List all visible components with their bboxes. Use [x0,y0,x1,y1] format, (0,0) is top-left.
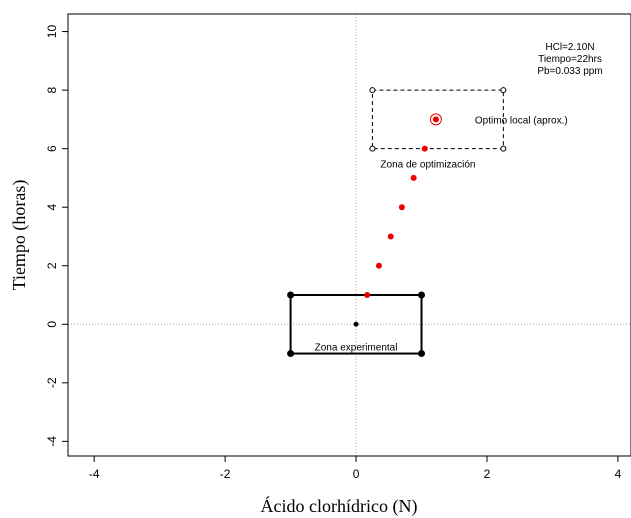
optimum-ring [429,113,442,126]
zone-experimental-corner [418,291,426,299]
annotations-layer: Zona experimental Zona de optimización O… [315,42,603,354]
path-point [398,204,405,211]
x-axis: -4 -2 0 2 4 [89,455,622,481]
zone-optimizacion-corner [500,87,507,94]
path-point [421,145,428,152]
plot-frame [67,13,631,457]
zone-experimental-rect [289,294,423,355]
y-tick-label: 6 [45,145,59,152]
x-axis-title: Ácido clorhídrico (N) [261,495,418,517]
y-axis: -4 -2 0 2 4 6 8 10 [45,25,69,447]
y-tick-label: -2 [45,377,59,388]
zone-experimental-corner [287,291,295,299]
x-tick-label: -4 [89,467,100,481]
reference-lines [68,14,631,456]
zone-experimental-corner [418,350,426,358]
zone-optimizacion-corner [500,145,507,152]
zone-optimizacion-rect [371,89,504,150]
center-point [353,321,359,327]
y-tick-label: 0 [45,321,59,328]
path-point [387,233,394,240]
zones-layer [287,87,507,358]
y-tick-label: 8 [45,86,59,93]
zone-optimizacion-corner [369,87,376,94]
y-tick-label: 2 [45,262,59,269]
zone-experimental-label: Zona experimental [315,343,398,354]
zone-optimizacion-corner [369,145,376,152]
x-tick-label: 0 [353,467,360,481]
y-tick-label: 4 [45,204,59,211]
x-tick-label: 4 [615,467,622,481]
x-tick-label: -2 [220,467,231,481]
y-tick-label: -4 [45,436,59,447]
zone-experimental-corner [287,350,295,358]
path-point [375,262,382,269]
path-point [364,292,371,299]
y-tick-label: 10 [45,25,59,39]
zone-optimization-label: Zona de optimización [380,160,475,171]
path-point [432,116,439,123]
optimum-label: Optimo local (aprox.) [475,115,568,126]
path-point [410,174,417,181]
info-line-tiempo: Tiempo=22hrs [538,54,602,65]
x-tick-label: 2 [484,467,491,481]
points-layer [353,113,442,327]
info-line-pb: Pb=0.033 ppm [537,66,602,77]
info-line-hcl: HCl=2.10N [545,42,594,53]
y-axis-title: Tiempo (horas) [9,180,30,291]
